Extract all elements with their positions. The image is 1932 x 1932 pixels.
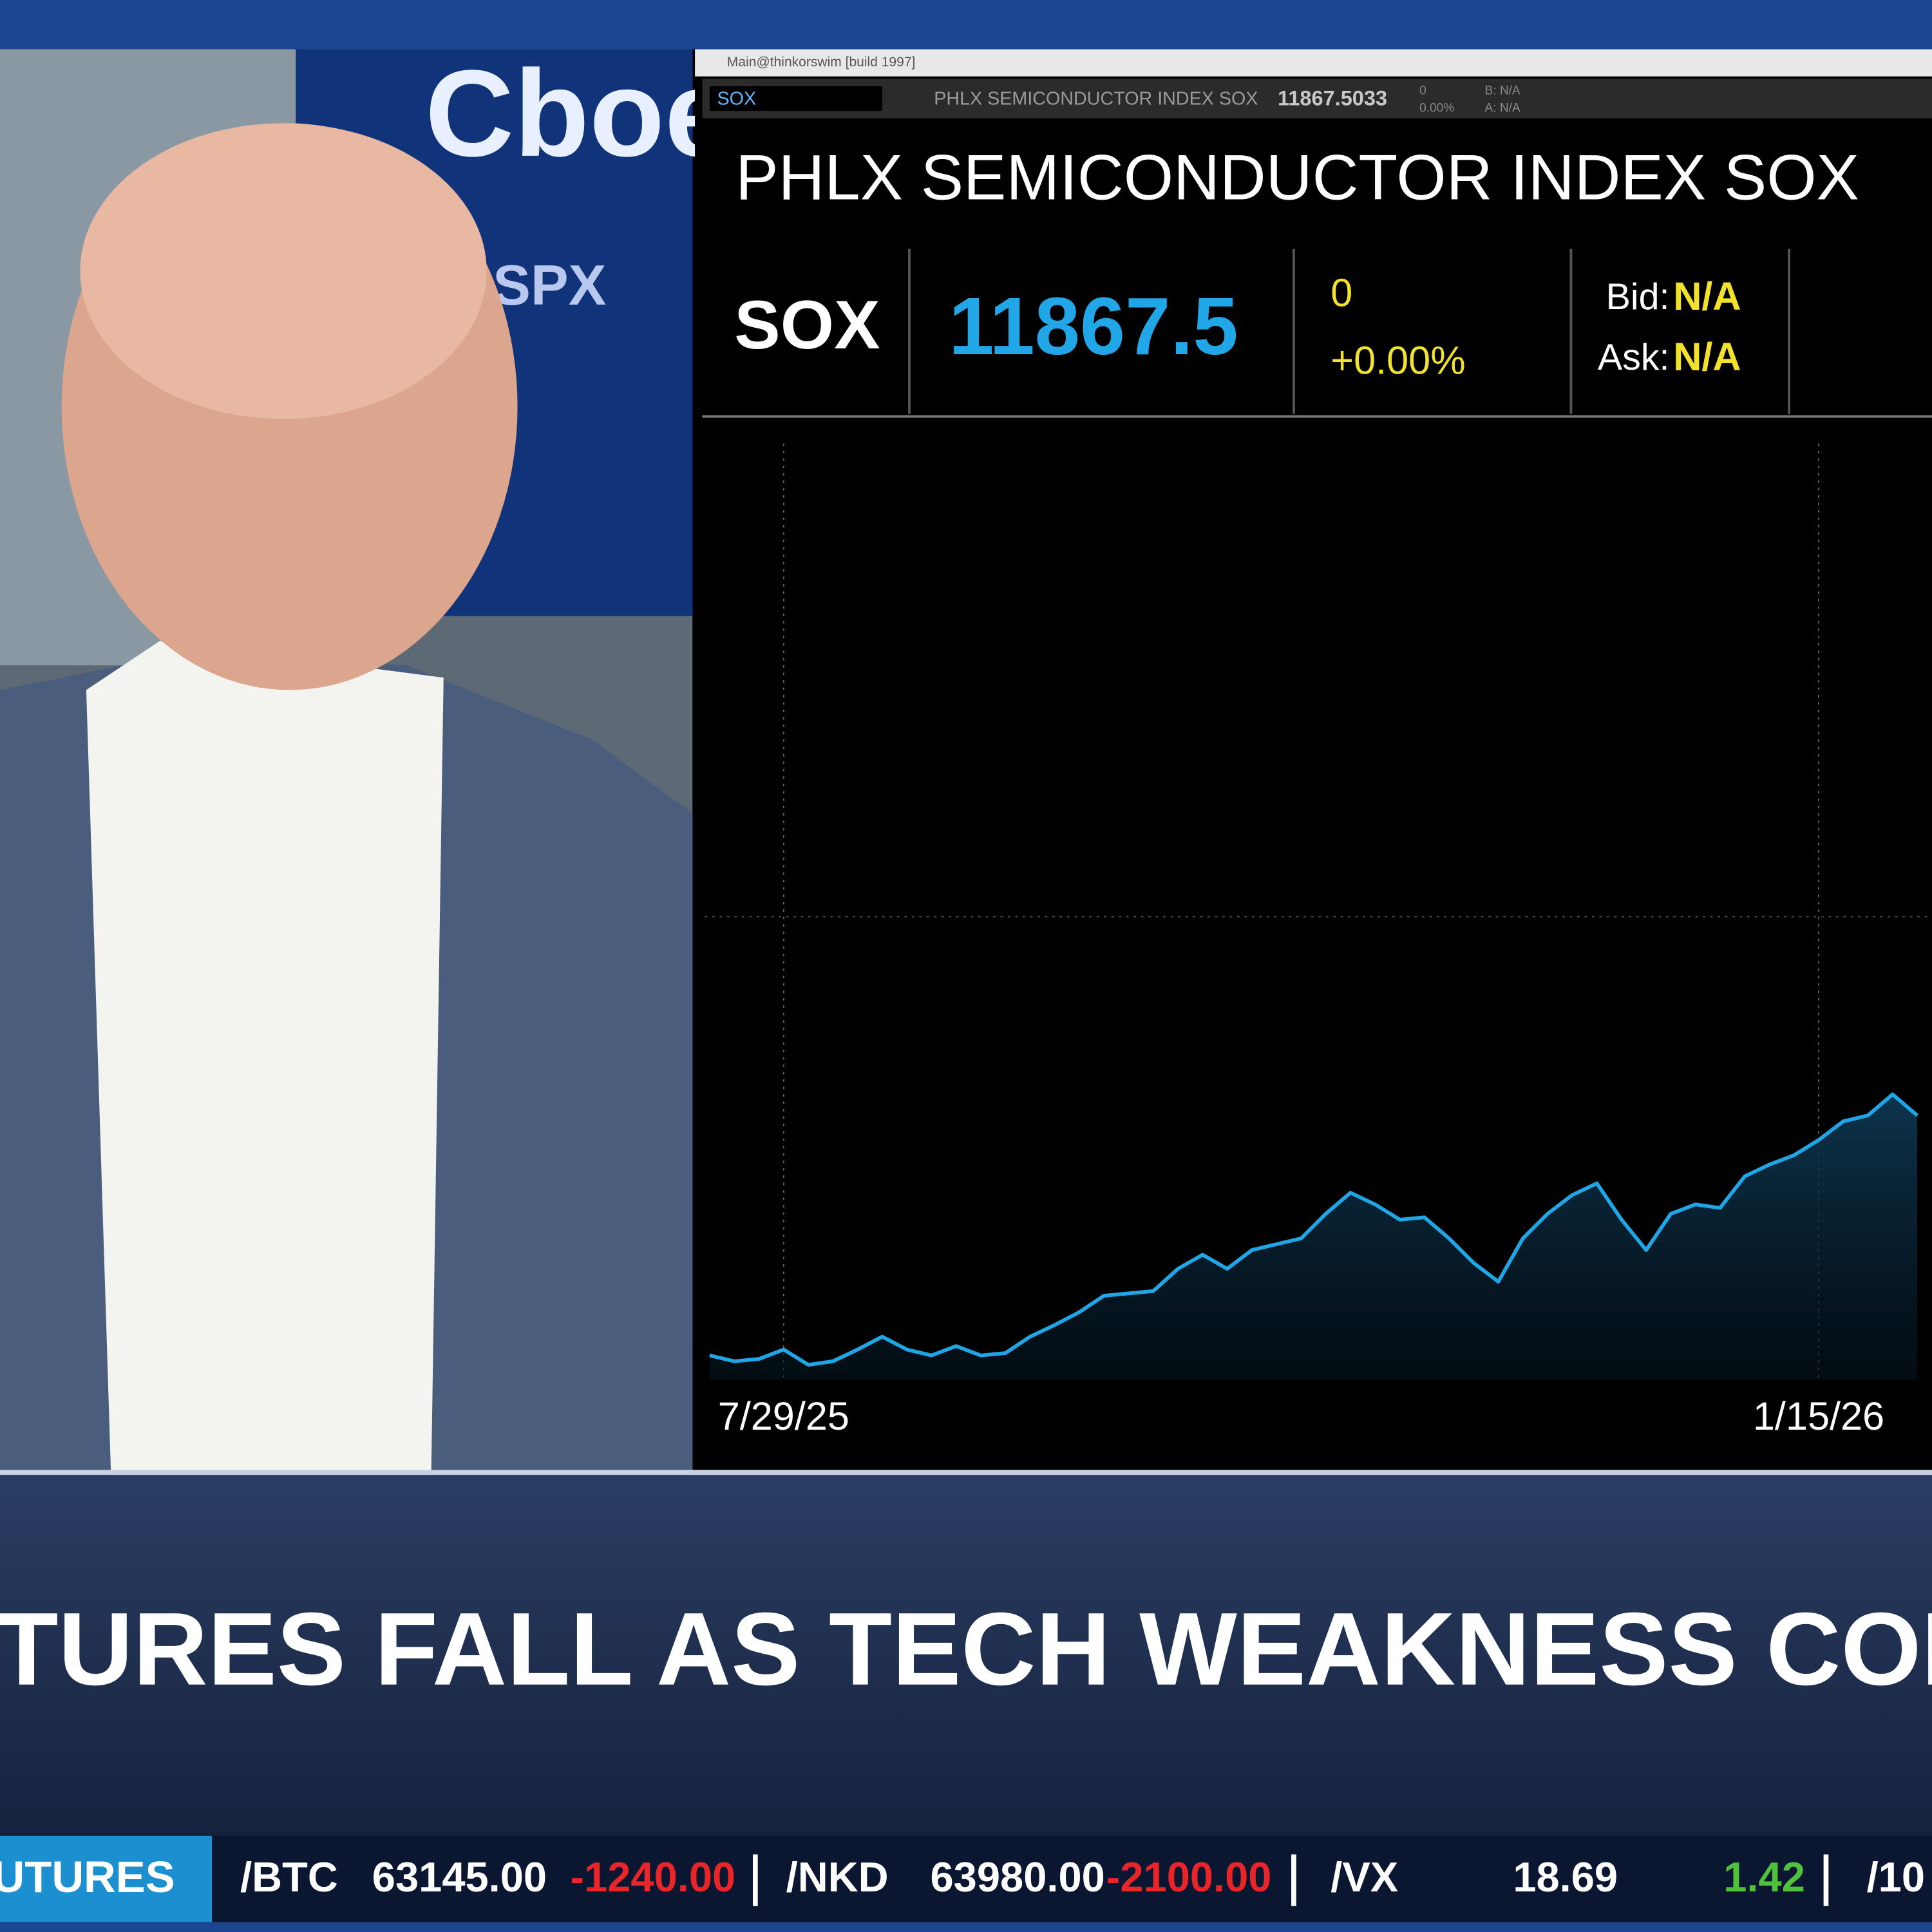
toolbar-ask: A: N/A [1484, 101, 1520, 115]
toolbar [702, 79, 1932, 118]
ticker-change: -1240.00 [570, 1853, 735, 1900]
ticker-bar [0, 1835, 1932, 1922]
x-tick-label: 1/15/26 [1753, 1394, 1884, 1438]
separator [1823, 1854, 1829, 1906]
top-band [0, 0, 1932, 50]
quote-price: 11867.5 [949, 281, 1238, 372]
headline: TURES FALL AS TECH WEAKNESS CON [0, 1592, 1932, 1707]
ticker-symbol: /10 [1867, 1853, 1925, 1900]
ticker-symbol: /VX [1331, 1853, 1398, 1900]
sign: SPX [493, 253, 606, 317]
toolbar-description: PHLX SEMICONDUCTOR INDEX SOX [934, 89, 1258, 109]
separator [753, 1854, 758, 1906]
toolbar-symbol[interactable]: SOX [717, 89, 757, 109]
toolbar-bid: B: N/A [1484, 84, 1520, 98]
quote-change: 0 [1331, 270, 1352, 314]
plot: 7/29/25 1/15/26 [709, 443, 1918, 1438]
bottom-band [0, 1922, 1932, 1932]
separator [1291, 1854, 1296, 1906]
quote-percent: +0.00% [1331, 339, 1465, 383]
ticker-section-box [0, 1835, 213, 1922]
ticker-price: 63145.00 [372, 1853, 547, 1900]
divider [0, 1470, 1932, 1475]
toolbar-change: 0 [1419, 84, 1426, 98]
symbol-box[interactable] [710, 86, 882, 111]
toolbar-last: 11867.5033 [1278, 87, 1387, 110]
ask-value: N/A [1673, 335, 1741, 379]
line [709, 1092, 1918, 1367]
ticker-symbol: /NKD [786, 1853, 889, 1900]
ticker-change: -2100.00 [1106, 1853, 1272, 1900]
bid-label: Bid: [1606, 276, 1670, 317]
ticker-symbol: /BTC [240, 1853, 338, 1900]
ticker-section: UTURES [0, 1852, 175, 1902]
ask-label: Ask: [1598, 337, 1670, 378]
ticker-change: 1.42 [1723, 1853, 1805, 1900]
window-title: Main@thinkorswim [build 1997] [727, 55, 916, 70]
quote-symbol: SOX [734, 286, 880, 363]
logo: Cboe [425, 44, 733, 182]
ticker-price: 63980.00 [931, 1853, 1105, 1900]
bid-value: N/A [1673, 274, 1741, 318]
toolbar-percent: 0.00% [1419, 101, 1454, 115]
lower-third [0, 1472, 1932, 1836]
dividers [702, 249, 1932, 418]
video: Cboe SPX [0, 44, 733, 1473]
x-tick-label: 7/29/25 [718, 1394, 849, 1438]
ticker-price: 18.69 [1513, 1853, 1618, 1900]
quote-title: PHLX SEMICONDUCTOR INDEX SOX [735, 142, 1859, 213]
area [710, 1094, 1918, 1380]
title-bar [695, 49, 1932, 77]
